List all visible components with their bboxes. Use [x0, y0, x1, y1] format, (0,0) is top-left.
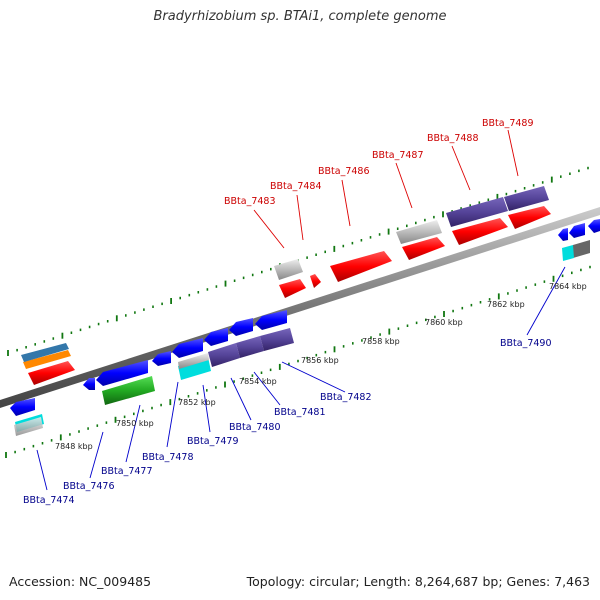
- blue-feature-right-1[interactable]: [569, 223, 585, 238]
- purple-feature-top-2[interactable]: [504, 186, 549, 211]
- kbp-label-7852: 7852 kbp: [178, 398, 216, 407]
- upper-tick-track: [7, 166, 589, 356]
- grey-feature-2[interactable]: [396, 220, 442, 244]
- leader-BBta_7477: [125, 404, 141, 463]
- kbp-label-7858: 7858 kbp: [362, 337, 400, 346]
- leader-BBta_7488: [451, 145, 471, 191]
- leader-BBta_7478: [166, 381, 179, 448]
- blue-feature-right-2[interactable]: [588, 219, 600, 233]
- left-orange-feature[interactable]: [23, 350, 71, 369]
- left-red-feature[interactable]: [28, 361, 75, 385]
- leader-BBta_7486: [341, 179, 351, 227]
- kbp-label-7850: 7850 kbp: [116, 419, 154, 428]
- leader-BBta_7483: [253, 209, 285, 249]
- genome-stats-text: Topology: circular; Length: 8,264,687 bp…: [246, 574, 590, 589]
- gene-label-BBta_7480[interactable]: BBta_7480: [229, 422, 281, 433]
- leader-BBta_7479: [202, 384, 211, 433]
- gene-BBta_7474-feature[interactable]: [10, 398, 35, 416]
- leader-BBta_7484: [296, 194, 304, 241]
- leader-BBta_7474: [36, 449, 48, 491]
- gene-label-BBta_7478[interactable]: BBta_7478: [142, 452, 194, 463]
- gene-BBta_7478-feature[interactable]: [172, 338, 203, 358]
- gene-label-BBta_7477[interactable]: BBta_7477: [101, 466, 153, 477]
- kbp-label-7860: 7860 kbp: [425, 318, 463, 327]
- gene-BBta_7487-feature[interactable]: [402, 237, 445, 260]
- purple-feature-top-1[interactable]: [446, 197, 508, 227]
- gene-BBta_7476-feature[interactable]: [96, 360, 148, 386]
- gene-label-BBta_7479[interactable]: BBta_7479: [187, 436, 239, 447]
- kbp-label-7862: 7862 kbp: [487, 300, 525, 309]
- leader-BBta_7490: [526, 266, 566, 336]
- gene-BBta_7479-feature[interactable]: [204, 328, 228, 346]
- kbp-scale-labels: 7848 kbp 7850 kbp 7852 kbp 7854 kbp 7856…: [55, 282, 587, 451]
- leader-BBta_7482: [281, 361, 346, 393]
- forward-strand-genes: [21, 186, 551, 385]
- kbp-label-7856: 7856 kbp: [301, 356, 339, 365]
- gene-BBta_7480-feature[interactable]: [229, 318, 253, 336]
- genome-backbone: [0, 207, 600, 408]
- reverse-strand-genes: [10, 219, 600, 436]
- kbp-label-7854: 7854 kbp: [239, 377, 277, 386]
- gene-BBta_7490-feature[interactable]: [562, 245, 574, 261]
- kbp-label-7864: 7864 kbp: [549, 282, 587, 291]
- gene-BBta_7489-feature[interactable]: [508, 206, 551, 229]
- kbp-label-7848: 7848 kbp: [55, 442, 93, 451]
- accession-text: Accession: NC_009485: [9, 574, 152, 589]
- gene-label-BBta_7488[interactable]: BBta_7488: [427, 133, 479, 144]
- gene-label-BBta_7482[interactable]: BBta_7482: [320, 392, 372, 403]
- leader-BBta_7487: [395, 162, 413, 209]
- gene-label-BBta_7474[interactable]: BBta_7474: [23, 495, 75, 506]
- purple-feature-bottom-2[interactable]: [236, 336, 264, 358]
- gene-labels-top: BBta_7483 BBta_7484 BBta_7486 BBta_7487 …: [224, 118, 534, 207]
- gene-BBta_7482-feature[interactable]: [260, 328, 294, 351]
- grey-feature-4[interactable]: [178, 353, 209, 369]
- leader-BBta_7480: [230, 377, 252, 421]
- gene-label-BBta_7483[interactable]: BBta_7483: [224, 196, 276, 207]
- gene-label-BBta_7487[interactable]: BBta_7487: [372, 150, 424, 161]
- gene-label-BBta_7484[interactable]: BBta_7484: [270, 181, 322, 192]
- grey-feature-right[interactable]: [573, 240, 590, 258]
- small-blue-feature-2[interactable]: [152, 351, 171, 366]
- leader-lines: [36, 129, 566, 491]
- grey-feature-1[interactable]: [274, 259, 303, 280]
- cyan-feature-2[interactable]: [178, 357, 211, 380]
- gene-label-BBta_7476[interactable]: BBta_7476: [63, 481, 115, 492]
- gene-BBta_7488-feature[interactable]: [452, 218, 508, 245]
- grey-feature-3[interactable]: [14, 417, 43, 436]
- lower-tick-track: [5, 265, 591, 458]
- gene-label-BBta_7490[interactable]: BBta_7490: [500, 338, 552, 349]
- gene-BBta_7483-feature[interactable]: [279, 279, 306, 298]
- map-title: Bradyrhizobium sp. BTAi1, complete genom…: [153, 9, 447, 24]
- left-steel-feature[interactable]: [21, 343, 69, 362]
- gene-BBta_7477-feature[interactable]: [102, 376, 155, 405]
- leader-BBta_7489: [507, 129, 519, 177]
- gene-label-BBta_7486[interactable]: BBta_7486: [318, 166, 370, 177]
- gene-label-BBta_7489[interactable]: BBta_7489: [482, 118, 534, 129]
- leader-BBta_7481: [253, 371, 281, 406]
- gene-labels-bottom: BBta_7474 BBta_7476 BBta_7477 BBta_7478 …: [23, 338, 552, 506]
- gene-BBta_7481-feature[interactable]: [255, 310, 287, 330]
- leader-BBta_7476: [89, 431, 104, 479]
- small-blue-feature-3[interactable]: [558, 228, 568, 241]
- gene-label-BBta_7481[interactable]: BBta_7481: [274, 407, 326, 418]
- small-blue-feature-1[interactable]: [83, 378, 95, 390]
- purple-feature-bottom-1[interactable]: [208, 343, 240, 367]
- gene-BBta_7486-feature[interactable]: [330, 251, 392, 282]
- gene-BBta_7484-feature[interactable]: [310, 274, 321, 288]
